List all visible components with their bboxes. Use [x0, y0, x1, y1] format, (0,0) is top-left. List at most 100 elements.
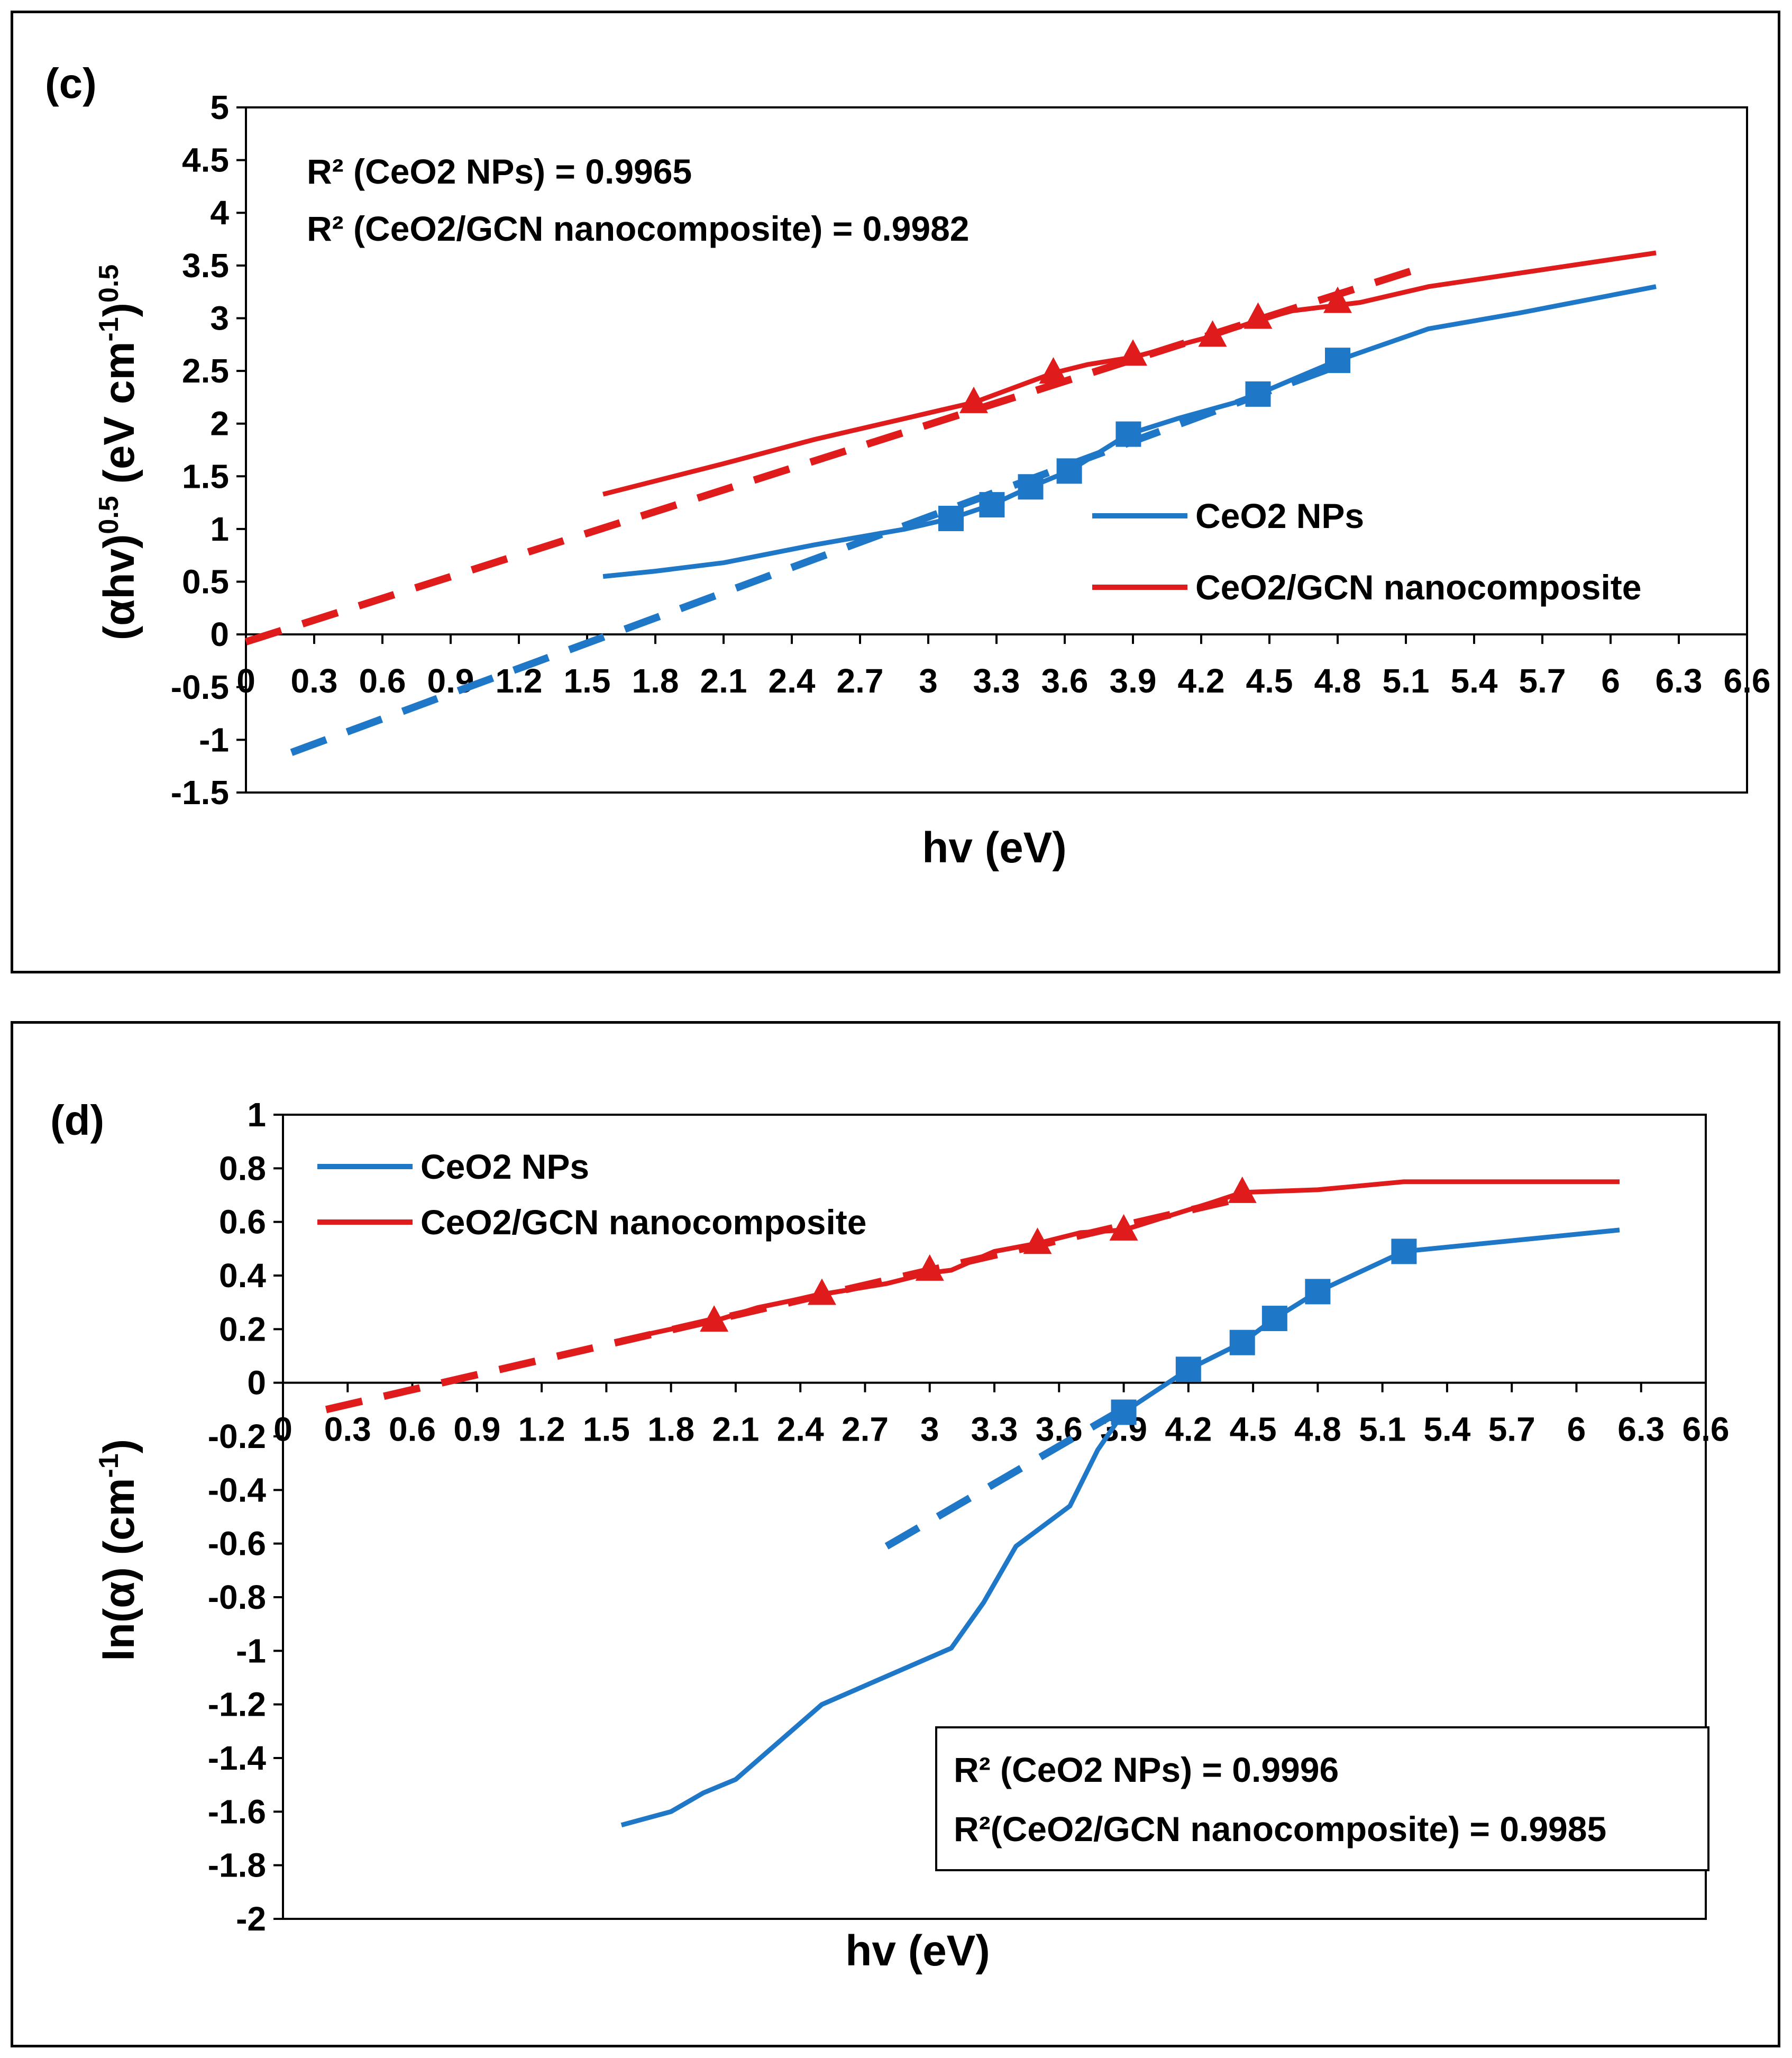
- x-tick-label: 4.5: [1246, 662, 1293, 700]
- x-tick-label: 2.7: [842, 1410, 889, 1449]
- data-point-gcn: [1244, 302, 1273, 329]
- y-tick-label: -1.8: [208, 1846, 266, 1884]
- panel-c: (c) 5 4.5 4 3.5 3 2.5 2 1.5 1 0.5 0 -0.5 -1 -1.5 0 0.3…: [11, 11, 1780, 973]
- annotation-r2-ceo2: R² (CeO2 NPs) = 0.9996: [954, 1750, 1339, 1789]
- fit-line-gcn: [325, 1197, 1232, 1414]
- x-tick-label: 6: [1601, 662, 1620, 700]
- x-tick-label: 4.2: [1178, 662, 1225, 700]
- data-point-ceo2: [1116, 421, 1141, 447]
- legend: CeO2 NPs CeO2/GCN nanocomposite: [1092, 496, 1641, 607]
- y-tick-label: 0: [247, 1364, 266, 1402]
- y-tick-label: 3.5: [182, 247, 229, 285]
- x-tick-label: 6.6: [1683, 1410, 1730, 1449]
- panel-label: (d): [50, 1097, 104, 1144]
- x-tick-label: 5.4: [1451, 662, 1498, 700]
- x-tick-label: 3.9: [1110, 662, 1157, 700]
- x-tick-label: 3: [920, 1410, 939, 1449]
- data-point-gcn: [700, 1305, 729, 1332]
- data-point-ceo2: [1245, 381, 1271, 407]
- x-tick-label: 0.6: [359, 662, 406, 700]
- x-tick-label: 4.8: [1294, 1410, 1341, 1449]
- y-axis-title: ln(α) (cm-1): [94, 1439, 143, 1661]
- data-point-gcn: [915, 1254, 944, 1281]
- y-tick-label: -1.2: [208, 1686, 266, 1724]
- data-point-ceo2: [979, 492, 1005, 518]
- x-axis-title: hv (eV): [845, 1927, 990, 1975]
- y-tick-label: -2: [236, 1900, 266, 1938]
- y-tick-label: 2: [210, 405, 229, 443]
- y-tick-label: 4.5: [182, 141, 229, 179]
- x-tick-label: 0.6: [389, 1410, 436, 1449]
- y-tick-label: 0.4: [219, 1256, 266, 1295]
- panel-d: (d) 1 0.8 0.6 0.4 0.2 0 -0.2 -0.4 -0.6 -0.8 -1 -1.2…: [11, 1021, 1780, 2047]
- x-tick-label: 0.3: [324, 1410, 371, 1449]
- x-tick-label: 4.2: [1165, 1410, 1212, 1449]
- x-tick-label: 1.8: [632, 662, 679, 700]
- data-point-ceo2: [1391, 1239, 1417, 1264]
- x-tick-label: 6.6: [1724, 662, 1771, 700]
- x-tick-label: 1.5: [583, 1410, 630, 1449]
- x-tick-label: 5.4: [1423, 1410, 1470, 1449]
- y-tick-label: 0.5: [182, 563, 229, 601]
- x-tick-label: 5.1: [1359, 1410, 1406, 1449]
- x-tick-label: 6: [1567, 1410, 1586, 1449]
- legend-label-gcn: CeO2/GCN nanocomposite: [1195, 568, 1641, 607]
- x-tick-label: 0.9: [453, 1410, 500, 1449]
- data-point-ceo2: [938, 506, 964, 531]
- x-tick-label: 6.3: [1656, 662, 1703, 700]
- x-tick-label: 2.4: [769, 662, 816, 700]
- x-tick-label: 2.4: [777, 1410, 824, 1449]
- data-point-ceo2: [1229, 1329, 1255, 1355]
- chart-c: (c) 54.543.532.521.510.50-0.5-1-1.5 0 0.3…: [45, 60, 1771, 872]
- y-tick-label: -0.2: [208, 1417, 266, 1455]
- x-tick-label: 4.5: [1230, 1410, 1277, 1449]
- annotation-r2-ceo2: R² (CeO2 NPs) = 0.9965: [307, 152, 692, 191]
- y-tick-label: -0.6: [208, 1525, 266, 1563]
- y-tick-label: -0.4: [208, 1471, 267, 1509]
- x-tick-label: 1.5: [564, 662, 611, 700]
- y-tick-label: -1: [236, 1632, 266, 1670]
- y-tick-label: -0.8: [208, 1578, 266, 1616]
- y-tick-label: -1.4: [208, 1739, 267, 1777]
- chart-d: (d) 10.80.60.40.20-0.2-0.4-0.6-0.8-1-1.2…: [50, 1096, 1730, 1975]
- x-tick-label: 3.3: [971, 1410, 1018, 1449]
- y-tick-label: 3: [210, 299, 229, 337]
- y-tick-label: 5: [210, 88, 229, 126]
- panel-label: (c): [45, 60, 97, 107]
- x-tick-label: 3.6: [1041, 662, 1089, 700]
- y-tick-label: 4: [210, 194, 229, 232]
- y-tick-label: -0.5: [171, 668, 229, 706]
- y-tick-label: 0.8: [219, 1149, 266, 1187]
- x-tick-label: 2.1: [712, 1410, 759, 1449]
- data-point-gcn: [1109, 1214, 1138, 1241]
- fit-line-ceo2: [290, 362, 1339, 756]
- y-tick-label: 0.6: [219, 1203, 266, 1241]
- x-tick-label: 5.7: [1519, 662, 1566, 700]
- data-point-ceo2: [1261, 1306, 1287, 1332]
- x-tick-label: 6.3: [1617, 1410, 1665, 1449]
- series-line-gcn: [620, 1179, 1620, 1342]
- data-point-gcn: [1119, 339, 1147, 366]
- y-tick-label: 1.5: [182, 457, 229, 495]
- legend: CeO2 NPs CeO2/GCN nanocomposite: [317, 1147, 866, 1242]
- plot-frame: [245, 106, 1748, 794]
- y-tick-label: -1.6: [208, 1792, 266, 1831]
- y-tick-label: 0: [210, 615, 229, 653]
- y-tick-label: -1.5: [171, 773, 229, 812]
- data-point-ceo2: [1305, 1279, 1331, 1305]
- x-tick-label: 0: [236, 662, 255, 700]
- x-tick-label: 3.3: [973, 662, 1020, 700]
- y-tick-label: 2.5: [182, 352, 229, 390]
- data-point-gcn: [1039, 357, 1068, 384]
- legend-label-ceo2: CeO2 NPs: [1195, 496, 1364, 535]
- data-point-gcn: [1323, 286, 1352, 313]
- x-tick-label: 0.3: [291, 662, 338, 700]
- annotation-r2-gcn: R² (CeO2/GCN nanocomposite) = 0.9982: [307, 209, 970, 248]
- x-tick-label: 2.1: [700, 662, 747, 700]
- data-point-gcn: [1228, 1176, 1257, 1203]
- y-tick-label: 1: [247, 1096, 266, 1134]
- y-tick-label: 1: [210, 510, 229, 548]
- x-tick-label: 3: [919, 662, 938, 700]
- x-tick-label: 0: [273, 1410, 292, 1449]
- data-point-ceo2: [1325, 348, 1350, 374]
